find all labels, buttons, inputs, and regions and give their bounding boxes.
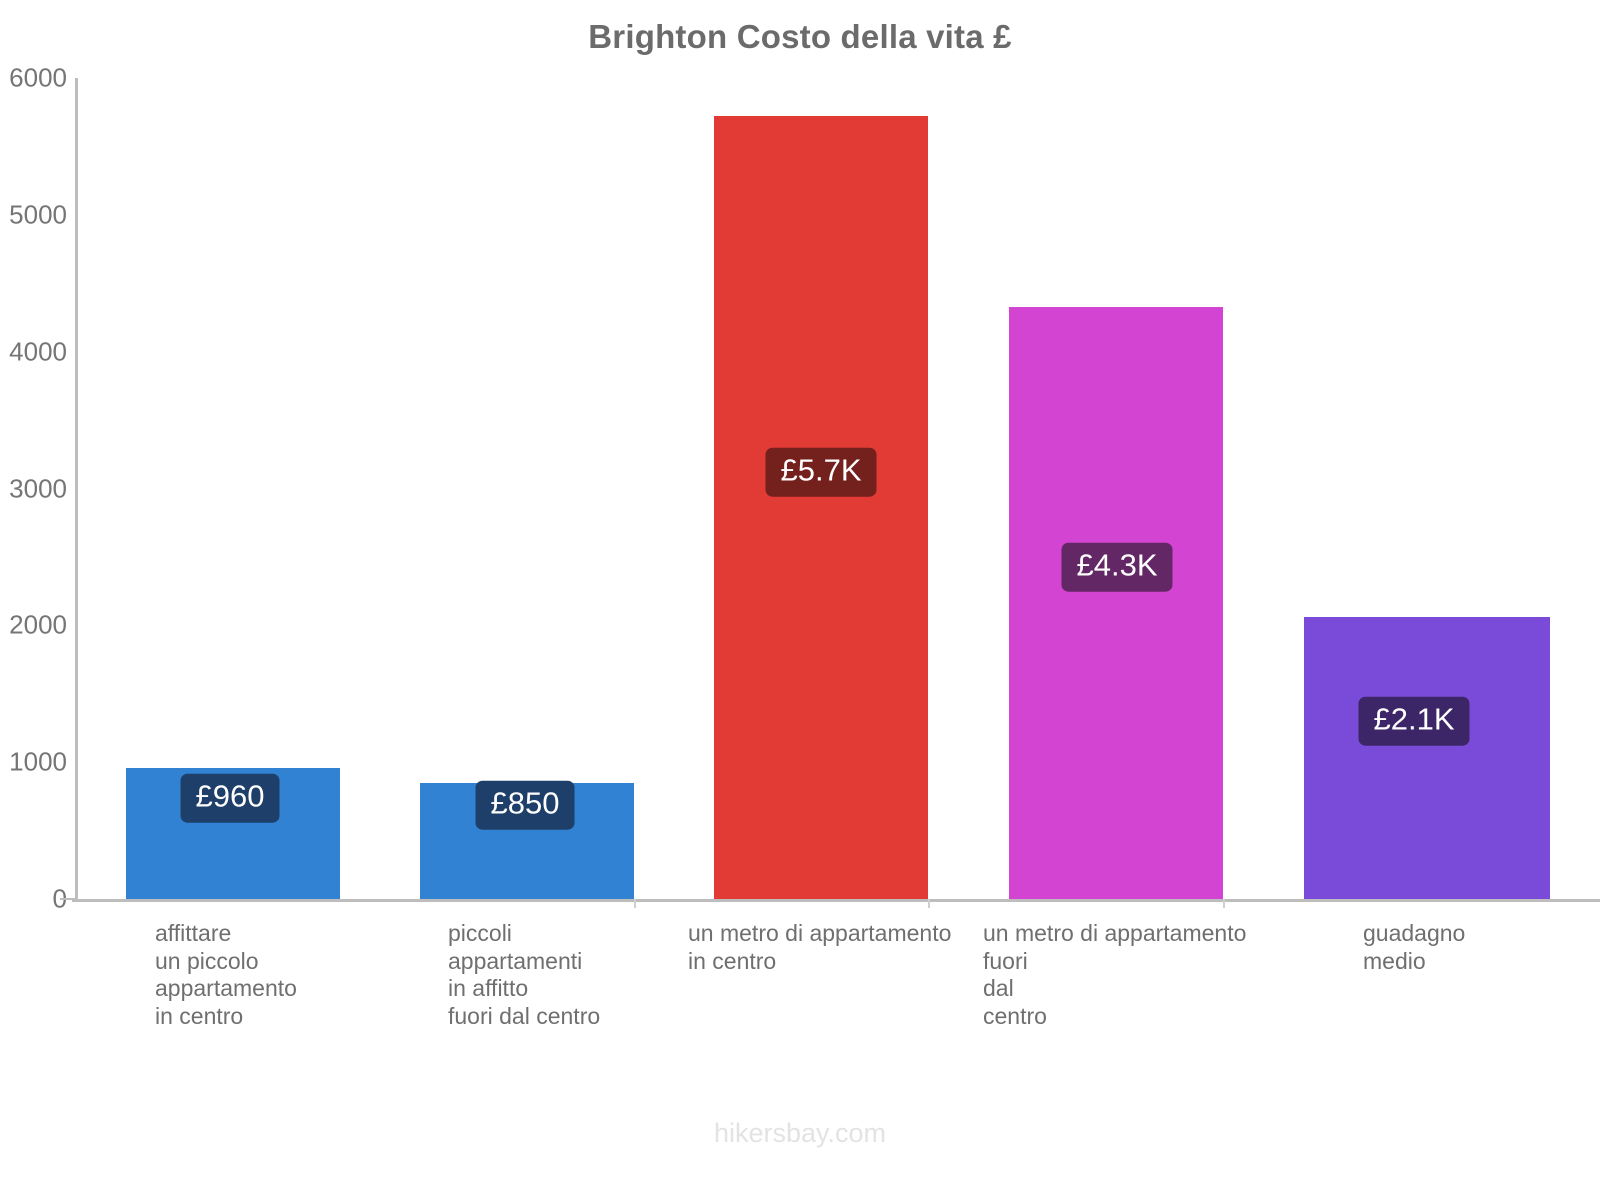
category-separator-tick [1223,899,1225,908]
y-axis-tick-label: 2000 [9,609,67,640]
x-axis-category-label: affittare un piccolo appartamento in cen… [155,920,297,1029]
page-title: Brighton Costo della vita £ [588,18,1012,55]
bar-value-label: £4.3K [1061,542,1173,592]
y-axis-tick-label: 5000 [9,199,67,230]
x-axis-category-label: guadagno medio [1363,920,1466,974]
watermark: hikersbay.com [713,1118,887,1148]
bar-value-label: £5.7K [765,447,877,497]
bar-value-label: £850 [475,780,575,830]
y-axis-tick-label: 0 [52,883,67,914]
x-axis-category-label: un metro di appartamento in centro [688,920,952,974]
category-separator-tick [634,899,636,908]
y-axis-tick-mark [60,898,76,900]
bar[interactable] [1009,306,1223,899]
category-separator-tick [928,899,930,908]
y-axis-tick-label: 4000 [9,336,67,367]
bar-value-label: £2.1K [1358,696,1470,746]
y-axis-tick-label: 6000 [9,62,67,93]
bars-layer [0,78,1600,899]
bar[interactable] [1304,617,1550,899]
x-axis-category-label: piccoli appartamenti in affitto fuori da… [448,920,601,1029]
y-axis-line [75,78,78,900]
y-axis-tick-label: 1000 [9,746,67,777]
x-axis-line [72,899,1600,902]
bar-value-label: £960 [180,773,280,823]
x-axis-category-label: un metro di appartamento fuori dal centr… [983,920,1247,1029]
bar[interactable] [714,116,928,899]
y-axis-tick-label: 3000 [9,473,67,503]
